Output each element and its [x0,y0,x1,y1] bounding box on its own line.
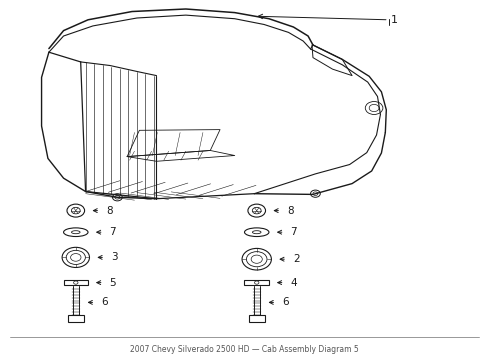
Text: 7: 7 [290,227,297,237]
Text: 4: 4 [290,278,297,288]
Text: 2: 2 [292,254,299,264]
Text: 8: 8 [106,206,113,216]
Text: 6: 6 [282,297,288,307]
Text: 6: 6 [101,297,108,307]
Text: 8: 8 [286,206,293,216]
Text: 3: 3 [111,252,118,262]
Text: 7: 7 [109,227,116,237]
Text: 1: 1 [390,15,397,25]
Text: 2007 Chevy Silverado 2500 HD — Cab Assembly Diagram 5: 2007 Chevy Silverado 2500 HD — Cab Assem… [130,345,358,354]
Text: 5: 5 [109,278,116,288]
